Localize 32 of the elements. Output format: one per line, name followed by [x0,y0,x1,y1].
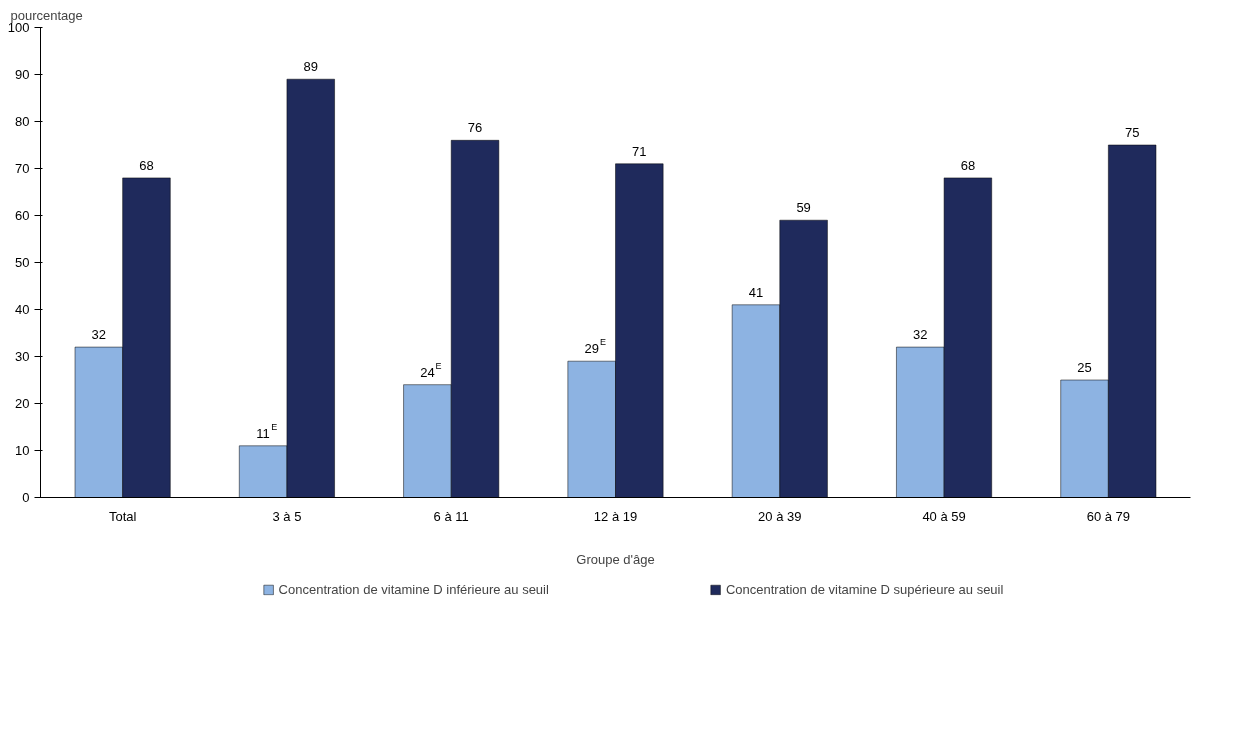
y-tick-label: 0 [22,490,30,505]
x-tick-label: 6 à 11 [433,508,469,524]
x-axis-title: Groupe d'âge [576,551,655,567]
x-tick-label: 60 à 79 [1086,508,1131,524]
data-label: 68 [139,157,154,173]
x-tick-label: 20 à 39 [758,508,802,524]
data-label: 89 [303,59,318,75]
y-tick-label: 10 [15,443,30,458]
data-label: 75 [1124,125,1140,140]
y-tick-label: 80 [15,114,30,129]
y-axis-title: pourcentage [10,7,83,23]
legend-label: Concentration de vitamine D inférieure au seuil [278,581,549,597]
data-label: 25 [1077,360,1092,375]
data-label: 32 [91,327,107,343]
data-label: 59 [796,200,811,216]
y-tick-label: 20 [15,396,30,411]
legend-label: Concentration de vitamine D supérieure au seuil [725,581,1004,597]
x-tick-label: 3 à 5 [272,508,302,524]
data-label: 32 [913,327,928,343]
x-tick-label: 40 à 59 [922,508,966,524]
x-tick-label: Total [108,508,137,524]
y-tick-label: 40 [15,302,30,317]
y-tick-label: 50 [15,255,30,270]
y-tick-label: 60 [15,208,30,223]
data-label: 68 [960,157,976,173]
data-label: 76 [467,120,483,136]
y-tick-label: 70 [15,161,30,176]
y-tick-label: 30 [15,349,30,364]
data-label: 71 [632,143,647,159]
data-label: 41 [748,284,764,300]
y-tick-label: 90 [15,67,30,82]
x-tick-label: 12 à 19 [593,508,638,524]
